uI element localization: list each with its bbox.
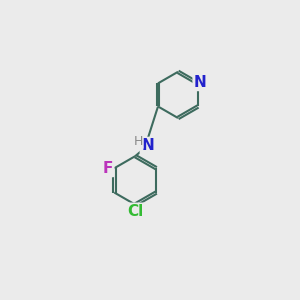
Text: F: F	[103, 161, 113, 176]
Text: N: N	[194, 75, 207, 90]
Text: Cl: Cl	[127, 204, 143, 219]
Text: H: H	[134, 135, 143, 148]
Text: N: N	[141, 138, 154, 153]
